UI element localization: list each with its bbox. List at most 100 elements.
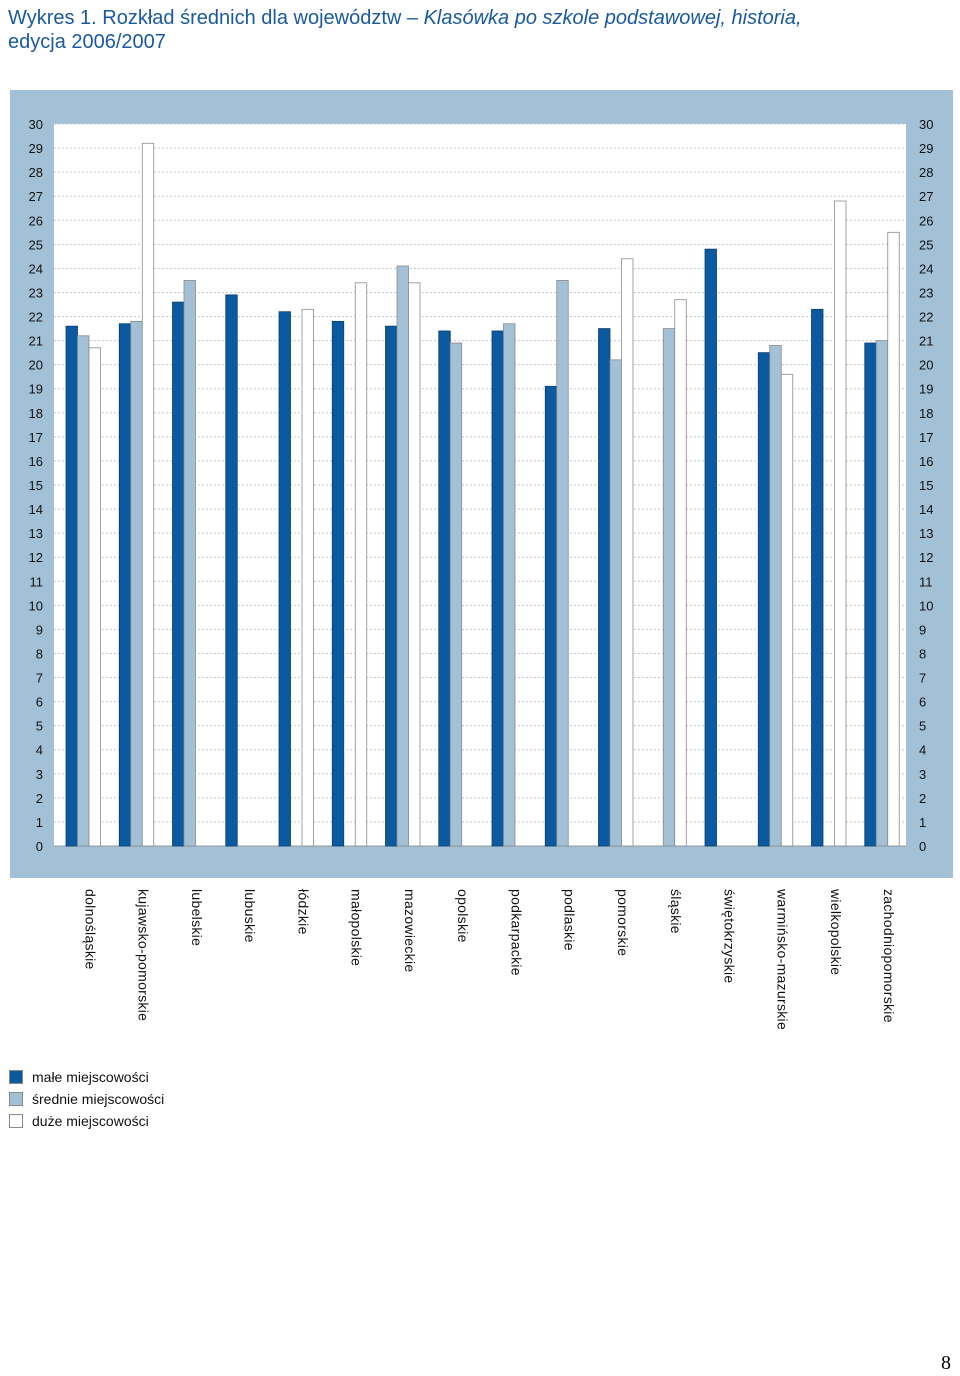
y-tick-label-left: 17 bbox=[29, 430, 43, 445]
chart-title: Wykres 1. Rozkład średnich dla województ… bbox=[8, 6, 953, 54]
y-tick-label-right: 20 bbox=[919, 358, 933, 373]
y-tick-label-left: 21 bbox=[29, 334, 43, 349]
bar-3-5 bbox=[301, 308, 314, 847]
bar-1-16 bbox=[864, 342, 877, 847]
y-tick-label-left: 27 bbox=[29, 189, 43, 204]
bar-1-13 bbox=[704, 248, 717, 847]
legend-item: średnie miejscowości bbox=[9, 1088, 164, 1110]
category-label: kujawsko-pomorskie bbox=[136, 889, 152, 1021]
y-tick-label-left: 6 bbox=[36, 695, 43, 710]
y-tick-label-left: 3 bbox=[36, 767, 43, 782]
y-tick-label-left: 13 bbox=[29, 526, 43, 541]
y-tick-label-left: 25 bbox=[29, 237, 43, 252]
bar-2-7 bbox=[396, 265, 409, 847]
bar-2-14 bbox=[769, 345, 782, 847]
y-tick-label-right: 1 bbox=[919, 815, 926, 830]
bar-3-16 bbox=[887, 231, 900, 847]
bar-3-14 bbox=[780, 373, 794, 847]
y-tick-label-left: 9 bbox=[36, 622, 43, 637]
y-tick-label-right: 15 bbox=[919, 478, 933, 493]
page-number: 8 bbox=[941, 1352, 951, 1374]
y-tick-label-right: 3 bbox=[919, 767, 926, 782]
y-tick-label-right: 26 bbox=[919, 213, 933, 228]
y-tick-label-left: 8 bbox=[36, 646, 43, 661]
legend-item: małe miejscowości bbox=[9, 1066, 164, 1088]
bar-1-3 bbox=[172, 301, 185, 847]
y-tick-label-left: 4 bbox=[36, 743, 43, 758]
legend-label: duże miejscowości bbox=[32, 1113, 149, 1129]
chart-legend: małe miejscowości średnie miejscowości duż… bbox=[9, 1066, 164, 1132]
category-label: łódzkie bbox=[295, 889, 311, 935]
legend-swatch bbox=[9, 1114, 23, 1128]
title-italic: Klasówka po szkole podstawowej, historia… bbox=[423, 7, 802, 29]
category-label: dolnośląskie bbox=[82, 889, 98, 970]
y-tick-label-left: 24 bbox=[29, 261, 43, 276]
legend-swatch bbox=[9, 1092, 23, 1106]
y-tick-label-left: 14 bbox=[29, 502, 43, 517]
y-tick-label-left: 15 bbox=[29, 478, 43, 493]
y-tick-label-right: 5 bbox=[919, 719, 926, 734]
y-tick-label-right: 13 bbox=[919, 526, 933, 541]
legend-label: średnie miejscowości bbox=[32, 1091, 165, 1107]
y-tick-label-left: 16 bbox=[29, 454, 43, 469]
legend-label: małe miejscowości bbox=[32, 1069, 149, 1085]
y-tick-label-right: 27 bbox=[919, 189, 933, 204]
y-tick-label-right: 30 bbox=[919, 117, 933, 132]
legend-swatch bbox=[9, 1070, 23, 1084]
bar-2-10 bbox=[556, 280, 569, 847]
y-tick-label-left: 2 bbox=[36, 791, 43, 806]
y-tick-label-left: 1 bbox=[36, 815, 43, 830]
category-label: podkarpackie bbox=[508, 889, 524, 976]
y-tick-label-right: 18 bbox=[919, 406, 933, 421]
y-tick-label-right: 6 bbox=[919, 695, 926, 710]
y-tick-label-left: 7 bbox=[36, 671, 43, 686]
category-label: mazowieckie bbox=[402, 889, 418, 972]
y-tick-label-left: 23 bbox=[29, 285, 43, 300]
y-tick-label-right: 4 bbox=[919, 743, 926, 758]
bar-1-10 bbox=[544, 385, 558, 847]
bar-3-11 bbox=[621, 258, 634, 847]
y-tick-label-left: 10 bbox=[29, 598, 43, 613]
y-tick-label-left: 30 bbox=[29, 117, 43, 132]
y-tick-label-right: 11 bbox=[919, 574, 933, 589]
y-tick-label-right: 22 bbox=[919, 310, 933, 325]
y-tick-label-right: 23 bbox=[919, 285, 933, 300]
category-label: lubelskie bbox=[189, 889, 205, 946]
title-line2: edycja 2006/2007 bbox=[8, 31, 166, 53]
y-tick-label-right: 24 bbox=[919, 261, 933, 276]
y-tick-label-left: 11 bbox=[30, 574, 44, 589]
bar-3-12 bbox=[674, 299, 687, 847]
y-tick-label-right: 21 bbox=[919, 334, 933, 349]
bar-2-9 bbox=[503, 323, 516, 847]
y-tick-label-left: 28 bbox=[29, 165, 43, 180]
y-tick-label-left: 5 bbox=[36, 719, 43, 734]
category-label: opolskie bbox=[455, 889, 471, 943]
bar-3-6 bbox=[354, 282, 368, 847]
bar-3-2 bbox=[141, 142, 155, 847]
y-tick-label-right: 9 bbox=[919, 622, 926, 637]
category-label: warmińsko-mazurskie bbox=[775, 888, 791, 1030]
bar-2-12 bbox=[662, 328, 676, 847]
bar-2-3 bbox=[183, 280, 196, 847]
y-tick-label-left: 18 bbox=[29, 406, 43, 421]
bar-1-14 bbox=[757, 352, 771, 847]
category-label: lubuskie bbox=[242, 889, 258, 943]
title-prefix: Wykres 1. bbox=[8, 7, 97, 29]
bar-3-1 bbox=[88, 347, 101, 847]
y-tick-label-left: 19 bbox=[29, 382, 43, 397]
y-tick-label-right: 16 bbox=[919, 454, 933, 469]
y-tick-label-left: 0 bbox=[36, 839, 43, 854]
bar-1-9 bbox=[491, 330, 504, 847]
y-tick-label-left: 29 bbox=[29, 141, 43, 156]
bar-3-15 bbox=[834, 200, 847, 847]
bar-2-8 bbox=[449, 342, 463, 847]
bar-1-5 bbox=[278, 311, 291, 847]
y-tick-label-right: 7 bbox=[919, 671, 926, 686]
y-tick-label-right: 19 bbox=[919, 382, 933, 397]
legend-item: duże miejscowości bbox=[9, 1110, 164, 1132]
category-label: małopolskie bbox=[349, 889, 365, 966]
bar-3-7 bbox=[408, 282, 421, 847]
category-label: podlaskie bbox=[562, 889, 578, 951]
y-tick-label-left: 12 bbox=[29, 550, 43, 565]
